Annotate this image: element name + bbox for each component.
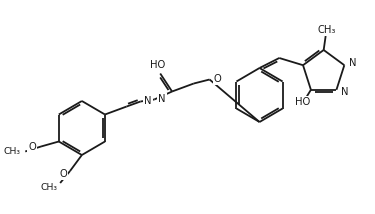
Text: N: N: [144, 95, 152, 106]
Text: N: N: [341, 87, 349, 97]
Text: HO: HO: [150, 61, 165, 70]
Text: CH₃: CH₃: [40, 183, 57, 192]
Text: O: O: [59, 169, 67, 179]
Text: CH₃: CH₃: [3, 147, 20, 156]
Text: O: O: [28, 141, 36, 152]
Text: CH₃: CH₃: [318, 25, 336, 35]
Text: N: N: [158, 94, 166, 104]
Text: HO: HO: [296, 97, 310, 107]
Text: O: O: [213, 73, 221, 83]
Text: N: N: [349, 58, 357, 68]
